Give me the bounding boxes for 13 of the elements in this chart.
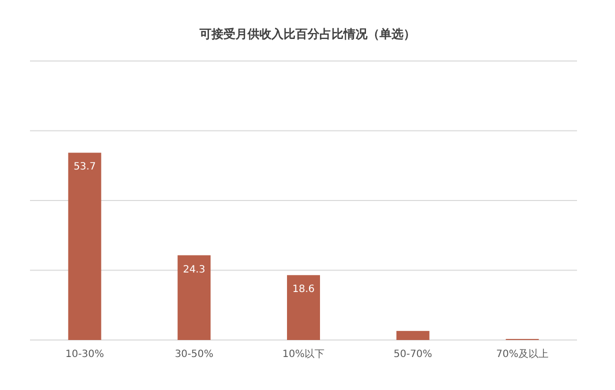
bar	[287, 275, 320, 340]
data-label: 18.6	[292, 284, 315, 296]
data-label: 53.7	[74, 162, 96, 173]
x-tick-label: 10-30%	[65, 349, 104, 360]
x-tick-label: 70%及以上	[496, 348, 548, 360]
bar	[178, 255, 211, 340]
data-label: 24.3	[182, 264, 206, 276]
x-tick-label: 50-70%	[394, 349, 432, 360]
x-tick-label: 30-50%	[174, 349, 214, 360]
x-tick-label: 10%以下	[282, 348, 325, 360]
chart-title: 可接受月供收入比百分占比情况（单选）	[198, 27, 416, 41]
bar	[396, 330, 430, 340]
bar	[68, 152, 102, 340]
